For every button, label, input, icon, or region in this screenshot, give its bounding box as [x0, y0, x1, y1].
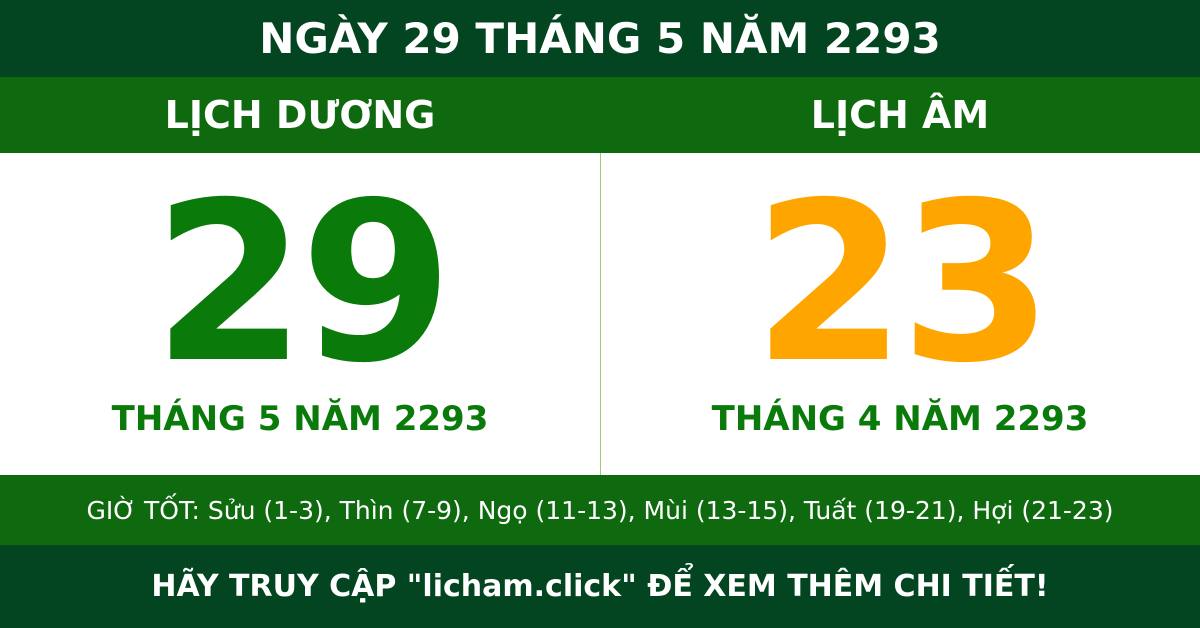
solar-month-year: THÁNG 5 NĂM 2293	[111, 399, 489, 439]
footer-cta: HÃY TRUY CẬP "licham.click" ĐỂ XEM THÊM …	[0, 545, 1200, 628]
page-title: NGÀY 29 THÁNG 5 NĂM 2293	[0, 0, 1200, 77]
lunar-month-year: THÁNG 4 NĂM 2293	[711, 399, 1089, 439]
solar-header: LỊCH DƯƠNG	[164, 93, 436, 137]
divider	[600, 153, 601, 475]
good-hours: GIỜ TỐT: Sửu (1-3), Thìn (7-9), Ngọ (11-…	[0, 475, 1200, 545]
lunar-panel: 23 THÁNG 4 NĂM 2293	[600, 153, 1200, 475]
calendar-headers: LỊCH DƯƠNG LỊCH ÂM	[0, 77, 1200, 153]
solar-panel: 29 THÁNG 5 NĂM 2293	[0, 153, 600, 475]
solar-day: 29	[152, 155, 453, 411]
lunar-header: LỊCH ÂM	[810, 93, 990, 137]
lunar-day: 23	[752, 155, 1053, 411]
